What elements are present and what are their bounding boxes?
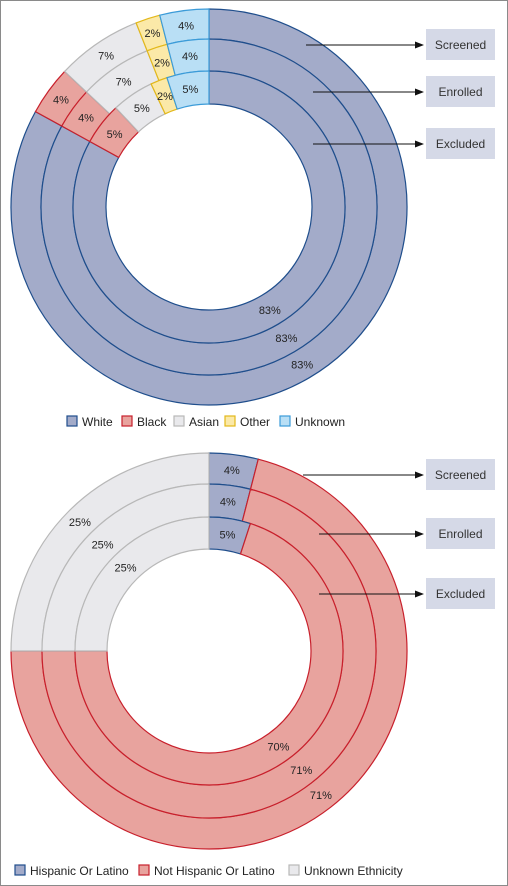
arrow-head-icon [415, 471, 424, 479]
legend-label: Unknown [295, 415, 345, 429]
legend-swatch [288, 864, 300, 876]
legend-swatch [66, 415, 78, 427]
data-label-screened-white: 83% [291, 360, 313, 372]
legend-item-unknown: Unknown [279, 415, 345, 429]
legend-item-not-hispanic-or-latino: Not Hispanic Or Latino [138, 864, 275, 878]
callout-box [426, 578, 495, 609]
legend-swatch [121, 415, 133, 427]
arrow-head-icon [415, 88, 424, 96]
callout-label-excluded: Excluded [436, 587, 485, 601]
callout-label-screened: Screened [435, 468, 486, 482]
data-label-screened-hispanic-or-latino: 4% [224, 465, 240, 477]
legend: White Black Asian Other Unknown [66, 415, 345, 429]
data-label-excluded-unknown-ethnicity: 25% [115, 563, 137, 575]
legend-label: Black [137, 415, 167, 429]
ethnicity-donut-chart: 4% 71% 25% 4% 71% 25% 5% 70% 25% Screened Enrolled… [10, 452, 495, 878]
data-label-excluded-other: 2% [157, 91, 173, 103]
legend-label: Hispanic Or Latino [30, 864, 129, 878]
legend: Hispanic Or Latino Not Hispanic Or Latino… [14, 864, 403, 878]
callout-box [426, 518, 495, 549]
data-label-enrolled-asian: 7% [116, 76, 132, 88]
data-label-excluded-hispanic-or-latino: 5% [220, 529, 236, 541]
legend-item-black: Black [121, 415, 167, 429]
slice-excluded-unknown [166, 70, 210, 110]
legend-item-unknown-ethnicity: Unknown Ethnicity [288, 864, 403, 878]
callout-label-enrolled: Enrolled [438, 85, 482, 99]
ring-screened [10, 8, 408, 406]
data-label-enrolled-black: 4% [78, 113, 94, 125]
data-label-screened-other: 2% [144, 28, 160, 40]
slice-excluded-white [72, 70, 346, 344]
callout-box [426, 76, 495, 107]
callout-enrolled: Enrolled [319, 518, 495, 549]
legend-item-hispanic-or-latino: Hispanic Or Latino [14, 864, 129, 878]
callout-screened: Screened [303, 459, 495, 490]
callout-excluded: Excluded [313, 128, 495, 159]
data-label-screened-not-hispanic-or-latino: 71% [310, 790, 332, 802]
data-label-excluded-white: 83% [259, 305, 281, 317]
callout-label-excluded: Excluded [436, 137, 485, 151]
callout-screened: Screened [306, 29, 495, 60]
legend-label: Asian [189, 415, 219, 429]
callout-box [426, 459, 495, 490]
data-label-enrolled-not-hispanic-or-latino: 71% [290, 765, 312, 777]
data-label-screened-asian: 7% [98, 51, 114, 63]
legend-swatch [224, 415, 236, 427]
data-label-enrolled-hispanic-or-latino: 4% [220, 497, 236, 509]
legend-label: Not Hispanic Or Latino [154, 864, 275, 878]
callout-box [426, 128, 495, 159]
data-label-excluded-not-hispanic-or-latino: 70% [267, 741, 289, 753]
data-label-screened-black: 4% [53, 94, 69, 106]
data-label-enrolled-white: 83% [275, 333, 297, 345]
callout-label-enrolled: Enrolled [438, 527, 482, 541]
legend-label: Unknown Ethnicity [304, 864, 403, 878]
arrow-head-icon [415, 590, 424, 598]
data-label-screened-unknown-ethnicity: 25% [69, 517, 91, 529]
callout-excluded: Excluded [319, 578, 495, 609]
data-label-excluded-unknown: 5% [182, 84, 198, 96]
ring-excluded [74, 516, 344, 786]
legend-item-white: White [66, 415, 113, 429]
arrow-head-icon [415, 41, 424, 49]
race-donut-chart: 83% 4% 7% 2% 4% 83% 4% 7% 2% 4% 83% 5% 5% 2% 5% Screene… [10, 8, 495, 429]
legend-label: Other [240, 415, 270, 429]
data-label-screened-unknown: 4% [178, 20, 194, 32]
arrow-head-icon [415, 530, 424, 538]
legend-swatch [279, 415, 291, 427]
legend-item-other: Other [224, 415, 270, 429]
data-label-enrolled-other: 2% [154, 57, 170, 69]
legend-swatch [173, 415, 185, 427]
data-label-enrolled-unknown-ethnicity: 25% [92, 540, 114, 552]
callout-box [426, 29, 495, 60]
legend-swatch [138, 864, 150, 876]
callout-enrolled: Enrolled [313, 76, 495, 107]
legend-swatch [14, 864, 26, 876]
slice-excluded-unknown-ethnicity [74, 516, 210, 652]
legend-item-asian: Asian [173, 415, 219, 429]
data-label-excluded-black: 5% [107, 129, 123, 141]
data-label-excluded-asian: 5% [134, 103, 150, 115]
callout-label-screened: Screened [435, 38, 486, 52]
legend-label: White [82, 415, 113, 429]
arrow-head-icon [415, 140, 424, 148]
slice-excluded-not-hispanic-or-latino [74, 522, 344, 786]
ring-excluded [72, 70, 346, 344]
data-label-enrolled-unknown: 4% [182, 51, 198, 63]
